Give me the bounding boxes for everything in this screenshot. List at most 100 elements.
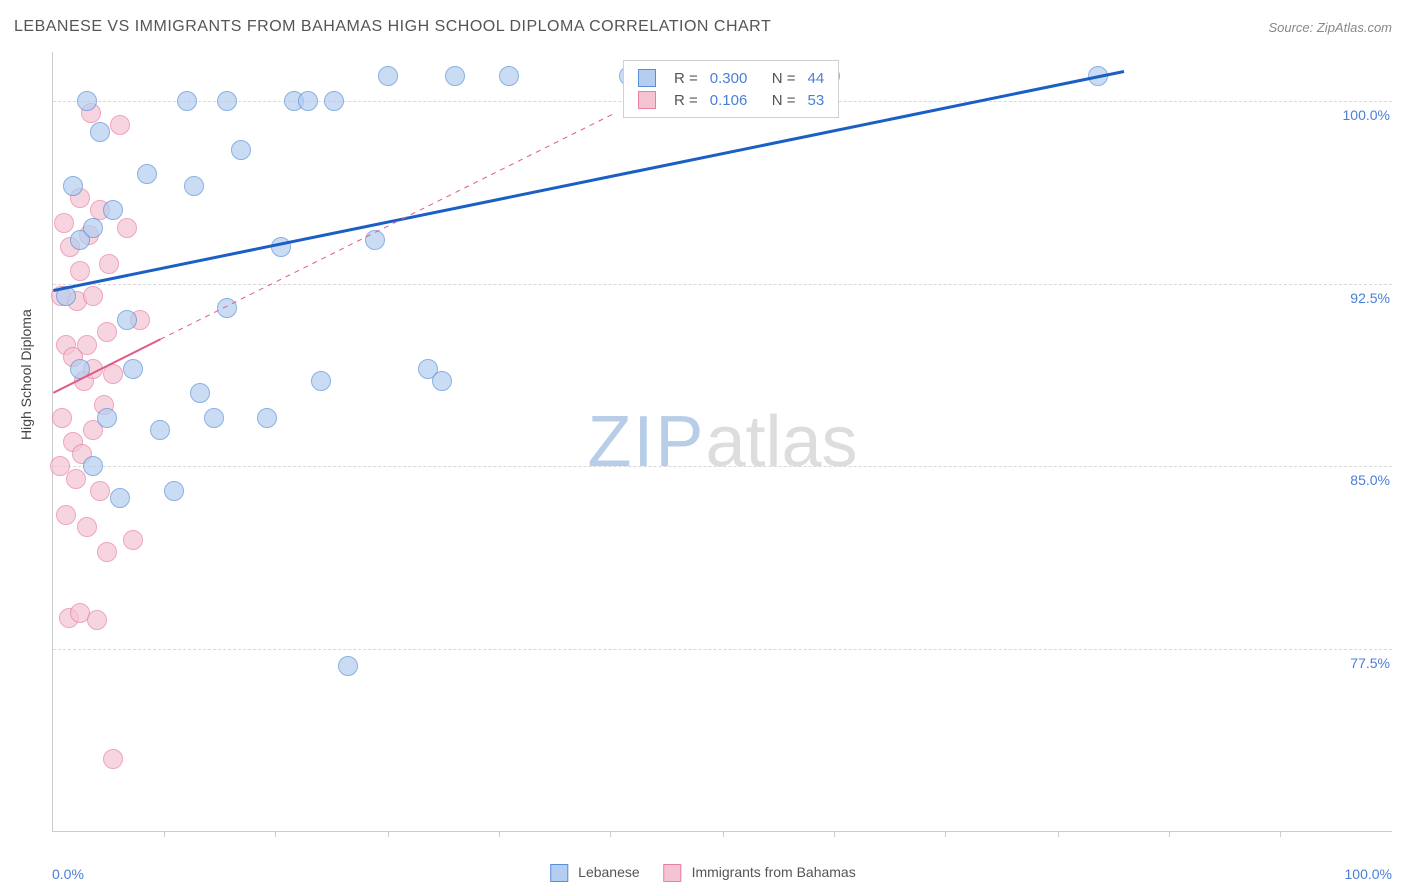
scatter-point-pink [52,408,72,428]
gridline [53,466,1392,467]
xtick [1280,831,1281,837]
scatter-point-blue [97,408,117,428]
scatter-point-pink [87,610,107,630]
xtick [945,831,946,837]
xtick [610,831,611,837]
scatter-point-pink [117,218,137,238]
ytick-label: 92.5% [1350,290,1394,306]
trendlines-svg [53,52,1392,831]
watermark: ZIPatlas [587,401,857,483]
corr-legend-row-blue: R = 0.300 N = 44 [638,67,824,89]
scatter-point-blue [217,91,237,111]
scatter-point-blue [432,371,452,391]
scatter-point-pink [123,530,143,550]
xtick [275,831,276,837]
scatter-point-blue [231,140,251,160]
scatter-point-pink [97,542,117,562]
scatter-point-blue [110,488,130,508]
xtick [499,831,500,837]
scatter-point-blue [63,176,83,196]
scatter-point-pink [66,469,86,489]
xtick [1169,831,1170,837]
scatter-point-blue [204,408,224,428]
scatter-point-blue [298,91,318,111]
scatter-point-blue [378,66,398,86]
scatter-point-blue [177,91,197,111]
corr-legend-row-pink: R = 0.106 N = 53 [638,89,824,111]
scatter-point-blue [445,66,465,86]
plot-area: ZIPatlas R = 0.300 N = 44 R = 0.106 N = 53 77.5… [52,52,1392,832]
legend-swatch-pink [664,864,682,882]
scatter-point-blue [150,420,170,440]
scatter-point-pink [77,335,97,355]
scatter-point-pink [103,364,123,384]
scatter-point-blue [338,656,358,676]
corr-swatch-blue [638,69,656,87]
corr-r-label: R = [674,92,698,109]
scatter-point-pink [56,505,76,525]
scatter-point-blue [123,359,143,379]
source-label: Source: ZipAtlas.com [1268,20,1392,35]
corr-n-value: 53 [808,92,825,109]
scatter-point-pink [83,286,103,306]
scatter-point-blue [1088,66,1108,86]
scatter-point-blue [70,359,90,379]
scatter-point-blue [103,200,123,220]
legend-label-bahamas: Immigrants from Bahamas [692,864,856,880]
corr-n-label: N = [772,92,796,109]
scatter-point-blue [499,66,519,86]
corr-swatch-pink [638,91,656,109]
yaxis-label: High School Diploma [18,309,34,440]
scatter-point-pink [90,481,110,501]
corr-r-value: 0.106 [710,92,760,109]
xtick [164,831,165,837]
xtick [834,831,835,837]
scatter-point-blue [83,218,103,238]
xtick [1058,831,1059,837]
ytick-label: 100.0% [1343,107,1394,123]
scatter-point-blue [257,408,277,428]
scatter-point-pink [77,517,97,537]
corr-r-label: R = [674,70,698,87]
scatter-point-blue [190,383,210,403]
scatter-point-blue [56,286,76,306]
scatter-point-blue [184,176,204,196]
ytick-label: 77.5% [1350,655,1394,671]
xaxis-min-label: 0.0% [52,866,84,882]
corr-r-value: 0.300 [710,70,760,87]
xtick [723,831,724,837]
scatter-point-blue [271,237,291,257]
scatter-point-pink [99,254,119,274]
xtick [388,831,389,837]
scatter-point-pink [54,213,74,233]
gridline [53,649,1392,650]
xaxis-max-label: 100.0% [1345,866,1392,882]
scatter-point-blue [83,456,103,476]
scatter-point-blue [217,298,237,318]
scatter-point-blue [365,230,385,250]
scatter-point-pink [70,261,90,281]
scatter-point-pink [110,115,130,135]
gridline [53,284,1392,285]
watermark-atlas: atlas [705,402,857,482]
scatter-point-blue [137,164,157,184]
legend-item-lebanese: Lebanese [550,864,639,882]
ytick-label: 85.0% [1350,472,1394,488]
corr-n-label: N = [772,70,796,87]
correlation-legend: R = 0.300 N = 44 R = 0.106 N = 53 [623,60,839,118]
scatter-point-blue [324,91,344,111]
scatter-point-blue [77,91,97,111]
chart-title: LEBANESE VS IMMIGRANTS FROM BAHAMAS HIGH… [14,18,771,36]
legend-label-lebanese: Lebanese [578,864,640,880]
scatter-point-blue [311,371,331,391]
corr-n-value: 44 [808,70,825,87]
legend-item-bahamas: Immigrants from Bahamas [664,864,856,882]
legend-swatch-blue [550,864,568,882]
watermark-zip: ZIP [587,402,705,482]
scatter-point-pink [103,749,123,769]
scatter-point-blue [164,481,184,501]
scatter-point-pink [97,322,117,342]
scatter-point-blue [90,122,110,142]
series-legend: Lebanese Immigrants from Bahamas [550,864,855,882]
scatter-point-blue [117,310,137,330]
